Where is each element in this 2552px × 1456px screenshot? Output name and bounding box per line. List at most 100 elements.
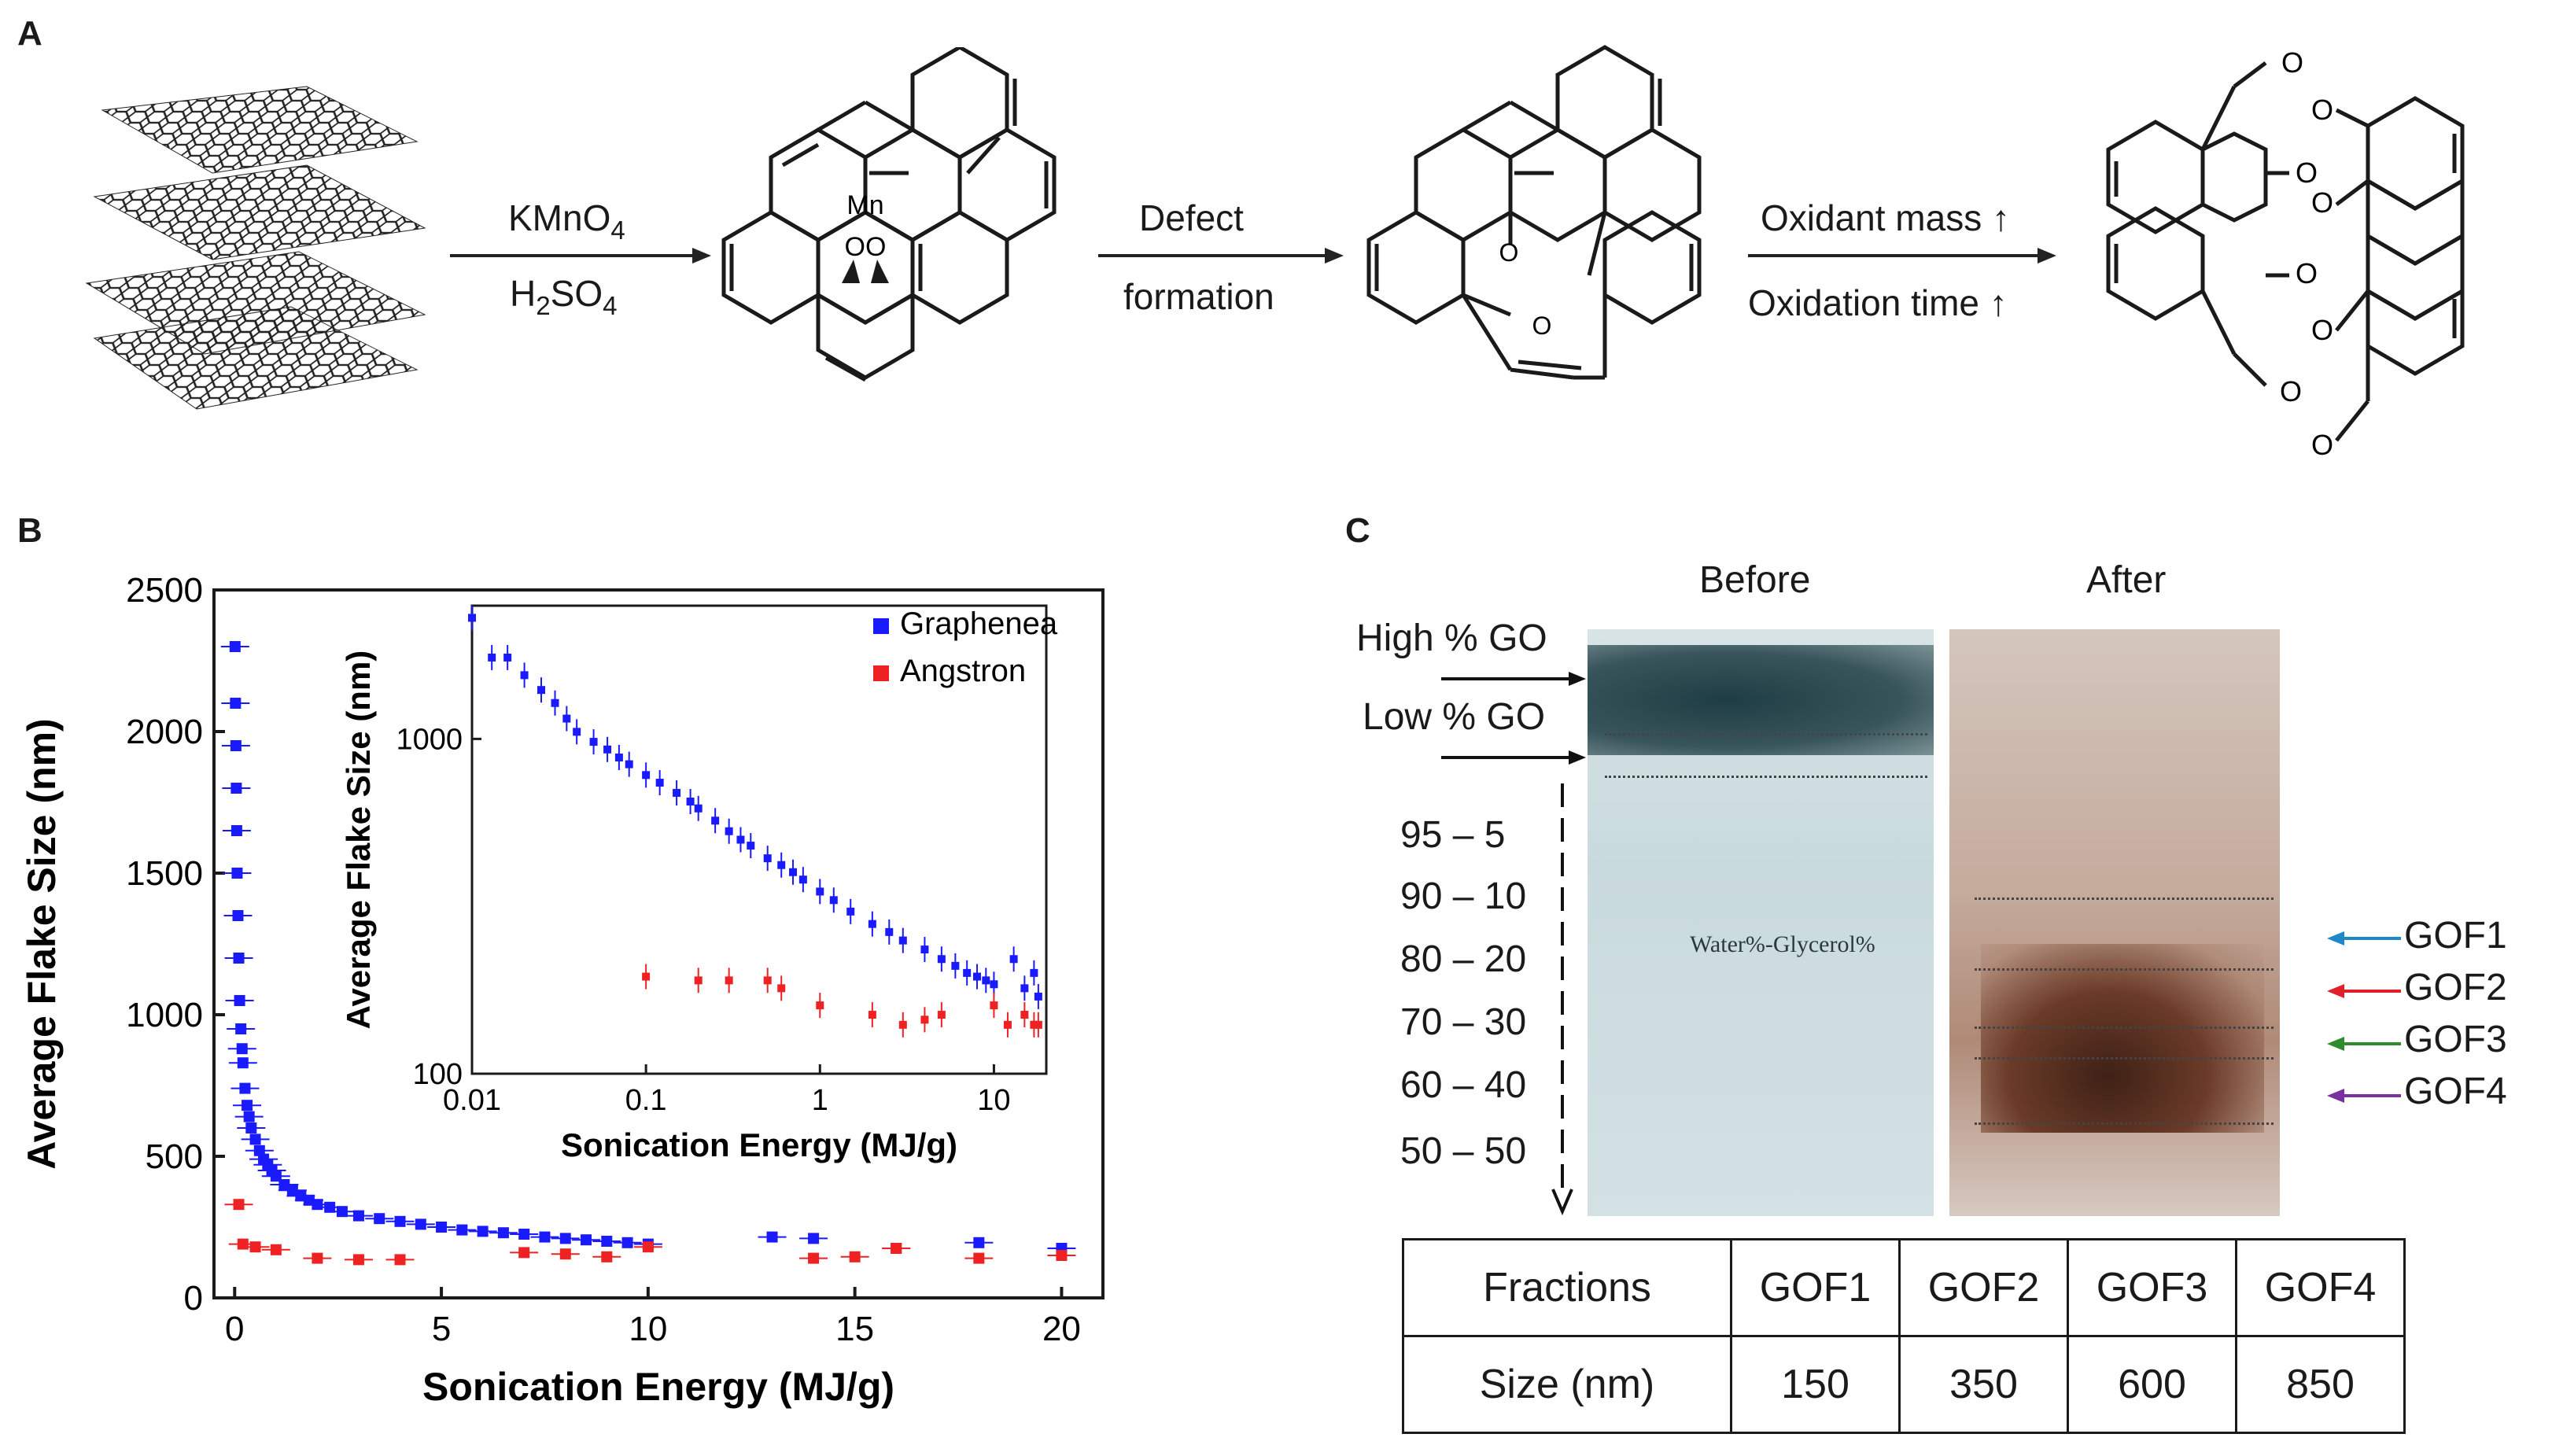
data-point [336, 1206, 348, 1218]
inset-data-point [625, 760, 633, 769]
table-cell: Fractions [1402, 1238, 1732, 1337]
low-go-label: Low % GO [1363, 696, 1546, 738]
data-point [324, 1201, 336, 1213]
y-tick-label: 2000 [126, 713, 203, 751]
before-label: Before [1699, 559, 1811, 601]
data-point [234, 995, 245, 1006]
inset-data-point [1034, 992, 1042, 1001]
inset-data-point [898, 1020, 907, 1029]
table-cell: GOF2 [1898, 1238, 2069, 1337]
inset-data-point [763, 976, 772, 985]
go-band-dark [1588, 645, 1934, 755]
inset-data-point [920, 945, 929, 954]
before-dotline-1 [1605, 733, 1927, 735]
water-glycerol-label: Water%-Glycerol% [1690, 931, 1875, 957]
data-point [303, 1194, 315, 1206]
data-point [394, 1254, 406, 1266]
after-dotline-1 [1975, 898, 2274, 900]
defect-label: Defect [1139, 197, 1244, 238]
inset-data-point [1009, 955, 1018, 964]
inset-x-tick-label: 10 [977, 1084, 1010, 1117]
inset-x-tick-label: 0.1 [625, 1084, 667, 1117]
after-dotline-5 [1975, 1122, 2274, 1125]
inset-x-tick-label: 0.01 [443, 1084, 501, 1117]
data-point [518, 1247, 530, 1259]
ratio-label: 90 – 10 [1400, 875, 1527, 917]
inset-data-point [937, 1011, 946, 1019]
data-point [352, 1254, 364, 1266]
inset-data-point [982, 976, 990, 985]
oxidation-time-label: Oxidation time ↑ [1748, 282, 2008, 323]
data-point [436, 1222, 448, 1233]
data-point [601, 1251, 613, 1262]
table-cell: 150 [1730, 1335, 1901, 1434]
inset-data-point [468, 614, 476, 622]
inset-data-point [1003, 1020, 1012, 1029]
brown-band [1981, 944, 2264, 1133]
reagent-h2so4: H2SO4 [510, 273, 618, 321]
reagent-kmno4: KMnO4 [508, 197, 625, 245]
inset-data-point [990, 1001, 998, 1010]
data-point [415, 1218, 426, 1230]
gof1-label: GOF1 [2404, 915, 2507, 957]
legend-label: Angstron [900, 654, 1026, 688]
data-point [243, 1111, 255, 1122]
oxidant-mass-label: Oxidant mass ↑ [1761, 197, 2010, 238]
data-point [230, 783, 242, 794]
data-point [245, 1122, 257, 1133]
y-tick-label: 1000 [126, 996, 203, 1034]
data-point [766, 1231, 778, 1243]
data-point [237, 1057, 249, 1069]
table-cell: Size (nm) [1402, 1335, 1732, 1434]
ratio-label: 80 – 20 [1400, 938, 1527, 980]
inset-frame [470, 604, 1048, 1075]
inset-y-tick-label: 1000 [396, 723, 463, 756]
inset-data-point [1020, 1011, 1029, 1019]
data-point [559, 1233, 571, 1244]
ratio-label: 50 – 50 [1400, 1130, 1527, 1172]
after-dotline-4 [1975, 1057, 2274, 1060]
data-point [230, 698, 242, 709]
inset-data-point [963, 968, 972, 977]
data-point [518, 1229, 530, 1240]
x-tick-label: 20 [1042, 1310, 1081, 1348]
inset-data-point [711, 816, 720, 825]
molecule-oxidized-fragments: O O O O O O O O [2106, 46, 2465, 461]
inset-data-point [972, 972, 981, 981]
y-tick-label: 500 [146, 1137, 203, 1176]
after-dotline-2 [1975, 968, 2274, 971]
dashed-gradient-arrow [1551, 783, 1573, 1216]
inset-data-point [551, 699, 559, 707]
data-point [235, 1023, 247, 1034]
gof3-label: GOF3 [2404, 1019, 2507, 1060]
table-row: Fractions GOF1 GOF2 GOF3 GOF4 [1402, 1238, 2406, 1337]
inset-x-tick-label: 1 [812, 1084, 828, 1117]
svg-text:Mn: Mn [846, 190, 883, 220]
inset-data-point [747, 842, 755, 850]
plot-frame [212, 588, 1105, 1299]
y-tick-label: 1500 [126, 854, 203, 893]
inset-data-point [562, 714, 571, 723]
inset-data-point [725, 827, 733, 835]
data-point [559, 1248, 571, 1260]
inset-data-point [537, 686, 546, 695]
inset-data-point [694, 804, 703, 813]
gof4-label: GOF4 [2404, 1071, 2507, 1112]
legend-swatch [873, 665, 889, 681]
inset-data-point [614, 754, 623, 762]
inset-data-point [673, 788, 681, 797]
inset-data-point [798, 875, 807, 884]
inset-y-tick-label: 100 [413, 1058, 463, 1091]
data-point [891, 1243, 902, 1254]
data-point [270, 1244, 282, 1255]
svg-text:OO: OO [845, 232, 887, 262]
svg-text:O: O [2280, 375, 2302, 407]
graphite-stack-illustration [85, 86, 426, 410]
data-point [232, 910, 244, 921]
data-point [233, 1199, 245, 1211]
data-point [295, 1190, 307, 1202]
high-go-label: High % GO [1356, 617, 1547, 659]
svg-text:O: O [2281, 46, 2303, 79]
ratio-label: 70 – 30 [1400, 1001, 1527, 1043]
data-point [253, 1145, 265, 1156]
